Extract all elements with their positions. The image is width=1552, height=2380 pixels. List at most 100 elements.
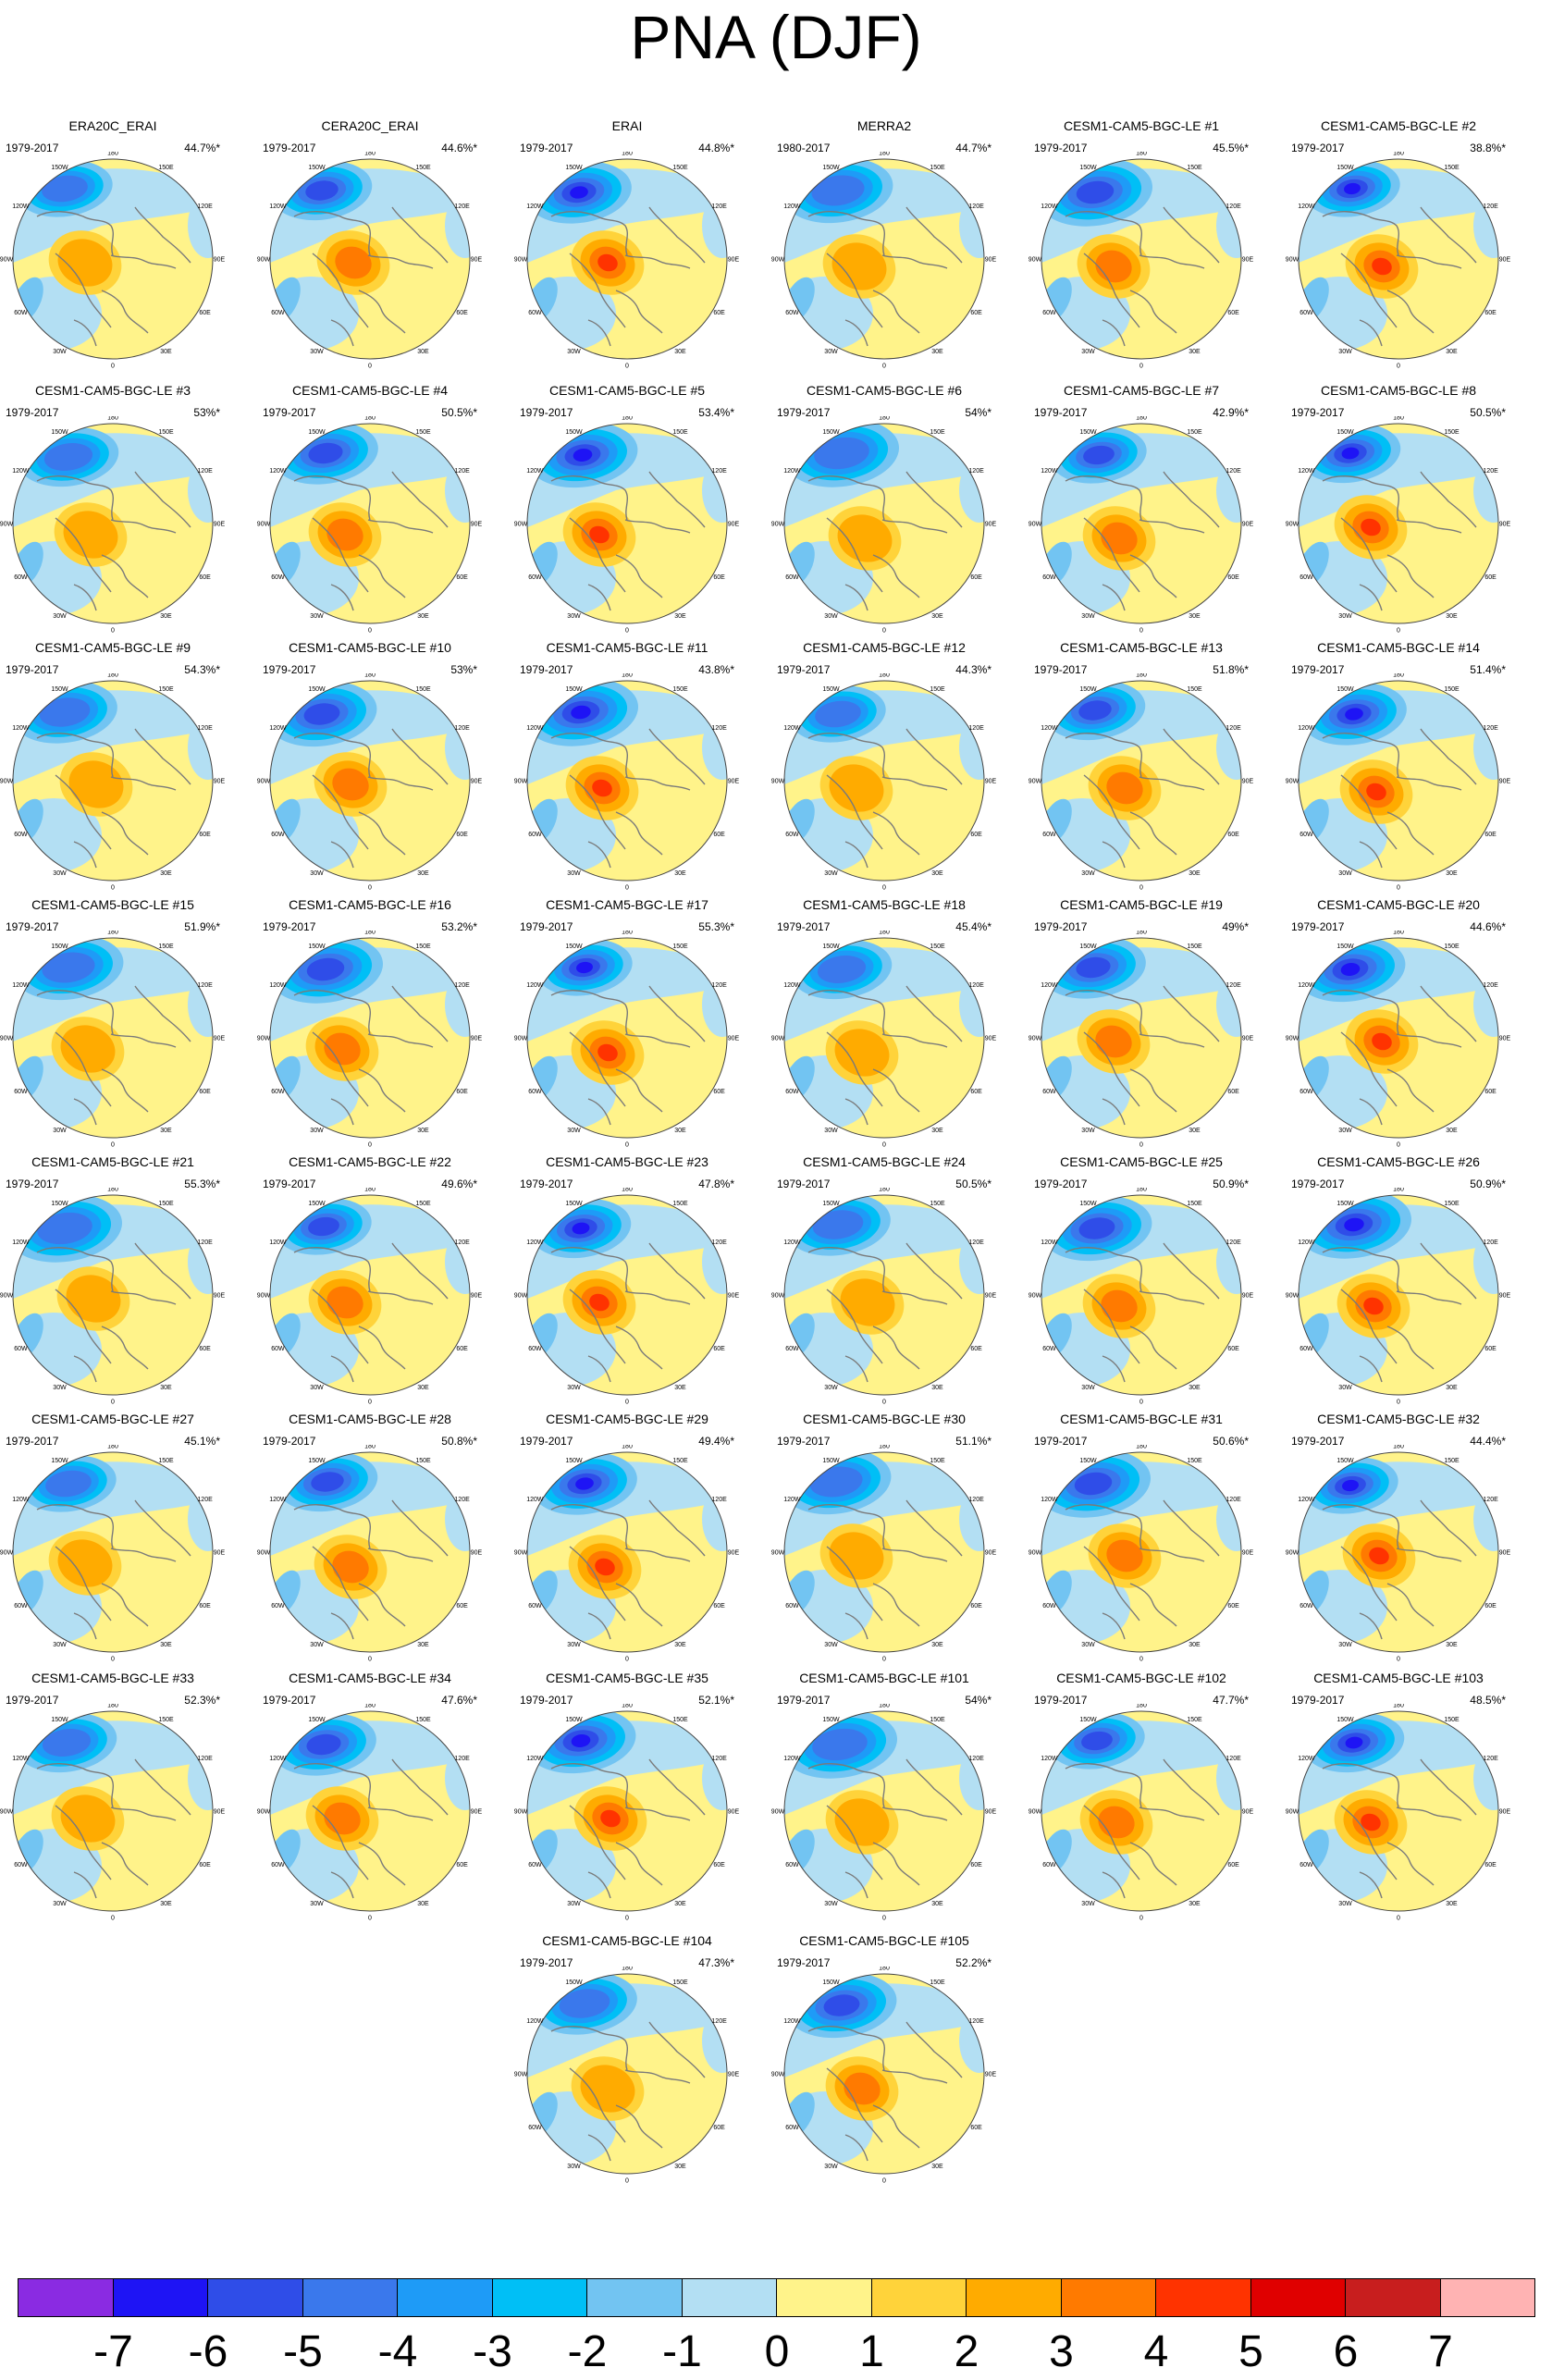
panel-variance-percent: 50.9%* (1470, 1178, 1506, 1190)
longitude-label: 120E (1226, 1239, 1241, 1246)
longitude-label: 60E (456, 1603, 468, 1609)
longitude-label: 150W (1079, 1458, 1097, 1464)
longitude-label: 120E (1483, 725, 1498, 732)
panel-title: CESM1-CAM5-BGC-LE #21 (31, 1154, 194, 1169)
panel-period: 1979-2017 (1034, 663, 1088, 676)
longitude-label: 180 (879, 1188, 890, 1193)
longitude-label: 120E (1483, 203, 1498, 210)
longitude-label: 180 (364, 1704, 376, 1709)
longitude-label: 60E (199, 1089, 211, 1095)
longitude-label: 90E (214, 779, 226, 785)
longitude-label: 30W (567, 1128, 581, 1134)
longitude-label: 60W (1299, 1346, 1313, 1352)
longitude-label: 60E (713, 1346, 725, 1352)
longitude-label: 90W (1286, 522, 1299, 528)
longitude-label: 30W (1081, 1901, 1095, 1907)
longitude-label: 0 (1139, 1916, 1143, 1921)
longitude-label: 90E (471, 1809, 483, 1816)
longitude-label: 60W (271, 1603, 285, 1609)
map-panel: CESM1-CAM5-BGC-LE #5 1979-2017 53.4%* 180 15… (514, 383, 740, 633)
panel-title: CESM1-CAM5-BGC-LE #2 (1320, 118, 1477, 133)
longitude-label: 90E (1499, 257, 1511, 264)
panel-variance-percent: 47.3%* (698, 1956, 734, 1969)
longitude-label: 90E (1499, 1036, 1511, 1042)
longitude-label: 30E (417, 349, 429, 355)
panel-period: 1979-2017 (1291, 1178, 1345, 1190)
panel-period: 1979-2017 (777, 1694, 831, 1707)
map-panel: CESM1-CAM5-BGC-LE #22 1979-2017 49.6%* 180 1… (257, 1154, 483, 1404)
longitude-label: 150W (565, 943, 583, 950)
map-panel: CESM1-CAM5-BGC-LE #30 1979-2017 51.1%* 180 1… (771, 1412, 997, 1661)
panel-title: CESM1-CAM5-BGC-LE #101 (799, 1671, 969, 1685)
map-panel: CESM1-CAM5-BGC-LE #13 1979-2017 51.8%* 180 1… (1029, 640, 1254, 890)
longitude-label: 120W (269, 1239, 287, 1246)
longitude-label: 120W (526, 468, 544, 475)
panel-variance-percent: 50.5%* (955, 1178, 992, 1190)
longitude-label: 30W (53, 1385, 67, 1391)
longitude-label: 90W (1286, 257, 1299, 264)
polar-map: 180 150W 120W 90W 60W 30W 0 30E 60E 90E 120E 150E (1029, 931, 1254, 1147)
longitude-label: 0 (882, 1400, 886, 1405)
longitude-label: 60W (785, 1603, 799, 1609)
longitude-label: 30W (1081, 1128, 1095, 1134)
longitude-label: 90W (1029, 779, 1042, 785)
panel-variance-percent: 50.5%* (1470, 406, 1506, 419)
longitude-label: 30W (1338, 1642, 1352, 1648)
longitude-label: 90E (985, 522, 997, 528)
longitude-label: 0 (1397, 1657, 1400, 1662)
panel-period: 1979-2017 (6, 920, 59, 933)
longitude-label: 0 (1397, 1916, 1400, 1921)
longitude-label: 150W (1336, 1717, 1354, 1723)
panel-title: CESM1-CAM5-BGC-LE #29 (546, 1412, 708, 1426)
polar-map: 180 150W 120W 90W 60W 30W 0 30E 60E 90E 120E 150E (771, 152, 997, 368)
longitude-label: 30E (674, 1642, 686, 1648)
panel-period: 1979-2017 (777, 406, 831, 419)
panel-period: 1979-2017 (777, 1956, 831, 1969)
longitude-label: 60W (14, 832, 28, 838)
longitude-label: 60E (1227, 1089, 1239, 1095)
longitude-label: 150W (565, 1717, 583, 1723)
longitude-label: 150E (158, 943, 174, 950)
panel-title: CESM1-CAM5-BGC-LE #7 (1063, 383, 1220, 398)
longitude-label: 60W (1299, 832, 1313, 838)
panel-title: ERA20C_ERAI (68, 118, 157, 133)
panel-title: CESM1-CAM5-BGC-LE #9 (34, 640, 191, 655)
longitude-label: 90E (214, 1809, 226, 1816)
longitude-label: 30W (53, 349, 67, 355)
map-panel: CESM1-CAM5-BGC-LE #21 1979-2017 55.3%* 180 1… (0, 1154, 226, 1404)
longitude-label: 90E (471, 522, 483, 528)
panel-variance-percent: 52.2%* (955, 1956, 992, 1969)
longitude-label: 150W (1079, 165, 1097, 171)
longitude-label: 150E (1444, 686, 1460, 693)
polar-map: 180 150W 120W 90W 60W 30W 0 30E 60E 90E 120E 150E (1029, 1704, 1254, 1920)
longitude-label: 180 (107, 416, 118, 422)
longitude-label: 150E (930, 165, 945, 171)
longitude-label: 120W (12, 982, 30, 989)
longitude-label: 30W (567, 1385, 581, 1391)
map-panel: CESM1-CAM5-BGC-LE #15 1979-2017 51.9%* 180 1… (0, 897, 226, 1147)
longitude-label: 30E (417, 1385, 429, 1391)
longitude-label: 120W (12, 203, 30, 210)
longitude-label: 150W (565, 165, 583, 171)
longitude-label: 60W (1042, 1089, 1056, 1095)
longitude-label: 120W (783, 203, 801, 210)
longitude-label: 60W (528, 1346, 542, 1352)
longitude-label: 120E (454, 1497, 470, 1503)
longitude-label: 120W (526, 1756, 544, 1762)
panel-period: 1979-2017 (777, 1178, 831, 1190)
longitude-label: 60W (1042, 832, 1056, 838)
longitude-label: 150W (1079, 1201, 1097, 1207)
panel-variance-percent: 53.2%* (441, 920, 477, 933)
longitude-label: 0 (1139, 364, 1143, 369)
panel-title: CESM1-CAM5-BGC-LE #31 (1060, 1412, 1223, 1426)
longitude-label: 90E (471, 1293, 483, 1300)
colorbar-swatch (302, 2278, 398, 2317)
panel-period: 1979-2017 (520, 1435, 573, 1448)
panel-variance-percent: 49.6%* (441, 1178, 477, 1190)
longitude-label: 180 (364, 416, 376, 422)
longitude-label: 0 (1139, 1142, 1143, 1148)
panel-period: 1980-2017 (777, 142, 831, 154)
longitude-label: 30E (1446, 1385, 1458, 1391)
longitude-label: 150W (51, 165, 68, 171)
longitude-label: 60E (199, 1346, 211, 1352)
